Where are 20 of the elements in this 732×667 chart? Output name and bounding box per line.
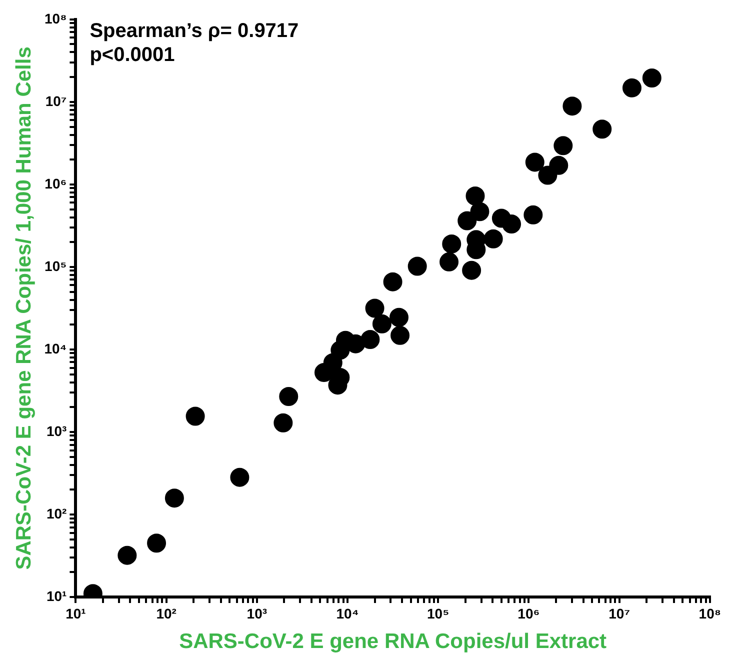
- x-tick-label: 10⁸: [698, 605, 722, 622]
- y-tick-label: 10³: [46, 422, 68, 439]
- x-tick-label: 10²: [156, 605, 177, 622]
- x-tick-label: 10⁴: [336, 605, 359, 622]
- x-tick-label: 10³: [246, 605, 268, 622]
- x-tick-label: 10⁷: [608, 605, 630, 622]
- y-tick-label: 10⁶: [44, 175, 67, 192]
- x-tick-label: 10⁵: [427, 605, 450, 622]
- x-axis-title: SARS-CoV-2 E gene RNA Copies/ul Extract: [179, 630, 607, 654]
- y-tick-label: 10²: [46, 505, 68, 522]
- annotation: p<0.0001: [90, 44, 175, 66]
- y-tick-label: 10⁸: [44, 10, 67, 26]
- y-axis-title: SARS-CoV-2 E gene RNA Copies/ 1,000 Human Cells: [12, 46, 36, 570]
- annotation: Spearman’s ρ= 0.9717: [90, 20, 299, 42]
- y-tick-label: 10⁴: [44, 340, 67, 356]
- x-tick-label: 10¹: [66, 605, 86, 622]
- y-tick-label: 10⁷: [45, 92, 67, 109]
- y-tick-label: 10⁵: [44, 258, 67, 274]
- x-tick-label: 10⁶: [518, 605, 540, 622]
- y-tick-label: 10¹: [46, 588, 68, 604]
